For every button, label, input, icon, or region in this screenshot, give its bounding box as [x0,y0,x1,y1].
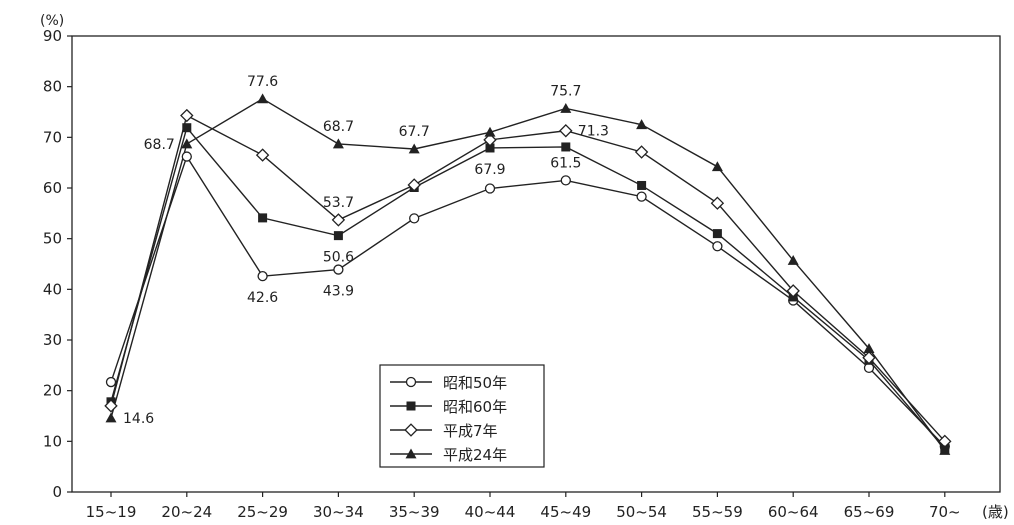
x-tick-label: 20~24 [161,503,212,521]
circle-marker [409,213,420,224]
series-line-4 [110,98,946,451]
legend-label: 平成7年 [443,422,498,440]
x-axis-unit: (歳) [982,503,1009,521]
x-tick-label: 15~19 [86,503,137,521]
square-marker [637,180,647,190]
y-tick-label: 40 [43,280,62,298]
series-lines [110,98,946,451]
square-marker [561,142,571,152]
diamond-marker [407,178,421,192]
x-tick-label: 35~39 [389,503,440,521]
x-tick-label: 40~44 [465,503,516,521]
diamond-marker [786,284,800,298]
triangle-marker [405,448,417,459]
triangle-marker [787,254,799,265]
data-label: 68.7 [144,137,175,153]
y-tick-label: 30 [43,331,62,349]
square-marker [333,231,343,241]
data-labels: 77.6 68.7 67.7 75.7 68.7 14.6 71.3 53.7 50.6 67.9… [123,74,609,427]
data-label: 61.5 [550,155,581,171]
circle-marker [636,191,647,202]
triangle-marker [560,102,572,113]
data-label: 68.7 [323,119,354,135]
square-marker [182,123,192,133]
data-label: 75.7 [550,83,581,99]
triangle-marker [257,93,269,104]
data-label: 67.7 [399,124,430,140]
triangle-marker [636,119,648,130]
circle-marker [484,183,496,194]
series-line-2 [110,126,946,450]
diamond-marker [483,133,497,147]
y-tick-label: 50 [43,230,62,248]
diamond-marker [404,423,418,437]
diamond-marker [180,108,194,123]
series-line-3 [110,114,946,442]
series-line-1 [110,154,946,447]
diamond-marker [710,196,725,210]
circle-marker [560,175,571,186]
axes: 0 10 20 30 40 50 60 70 80 90(%) 15~19 20~24 25~29 30~… [40,13,1009,521]
legend-label: 昭和60年 [443,398,507,416]
triangle-marker [332,138,344,149]
triangle-marker [181,138,193,149]
square-marker [406,401,416,411]
plot-frame [71,35,1001,493]
y-tick-label: 70 [43,128,62,146]
x-tick-label: 25~29 [237,503,288,521]
x-tick-label: 70~ [929,503,961,521]
triangle-marker [939,444,951,455]
x-tick-label: 45~49 [540,503,591,521]
triangle-marker [711,161,723,172]
y-tick-label: 10 [43,432,62,450]
x-tick-label: 65~69 [844,503,895,521]
square-marker [485,143,495,153]
diamond-marker [634,145,649,159]
data-label: 53.7 [323,195,354,211]
triangle-marker [863,343,875,354]
data-label: 42.6 [247,290,278,306]
data-label: 14.6 [123,411,154,427]
data-label: 67.9 [474,162,505,178]
legend-label: 昭和50年 [443,374,507,392]
circle-marker [333,264,344,275]
x-tick-label: 55~59 [692,503,743,521]
y-tick-label: 20 [43,382,62,400]
data-label: 77.6 [247,74,278,90]
y-tick-label: 90 [43,27,62,45]
circle-marker [712,241,723,252]
y-tick-label: 80 [43,78,62,96]
y-tick-label: 0 [52,483,62,501]
diamond-marker [559,124,573,138]
diamond-marker [862,351,876,365]
circle-marker [405,376,417,388]
circle-marker [181,151,192,162]
square-marker [712,229,722,239]
square-marker [258,213,268,223]
diamond-marker [255,148,270,162]
diamond-marker [104,399,118,413]
x-tick-label: 60~64 [768,503,819,521]
data-label: 71.3 [578,124,609,140]
y-axis-unit: (%) [40,13,64,29]
legend-label: 平成24年 [443,446,507,464]
circle-marker [257,271,268,282]
circle-marker [105,376,117,388]
y-tick-label: 60 [43,179,62,197]
triangle-marker [484,126,496,137]
data-label: 50.6 [323,250,354,266]
x-tick-label: 50~54 [616,503,667,521]
triangle-marker [408,143,420,154]
x-tick-label: 30~34 [313,503,364,521]
triangle-marker [105,412,117,423]
diamond-marker [331,213,346,227]
data-label: 43.9 [323,284,354,300]
series-markers [104,93,952,455]
